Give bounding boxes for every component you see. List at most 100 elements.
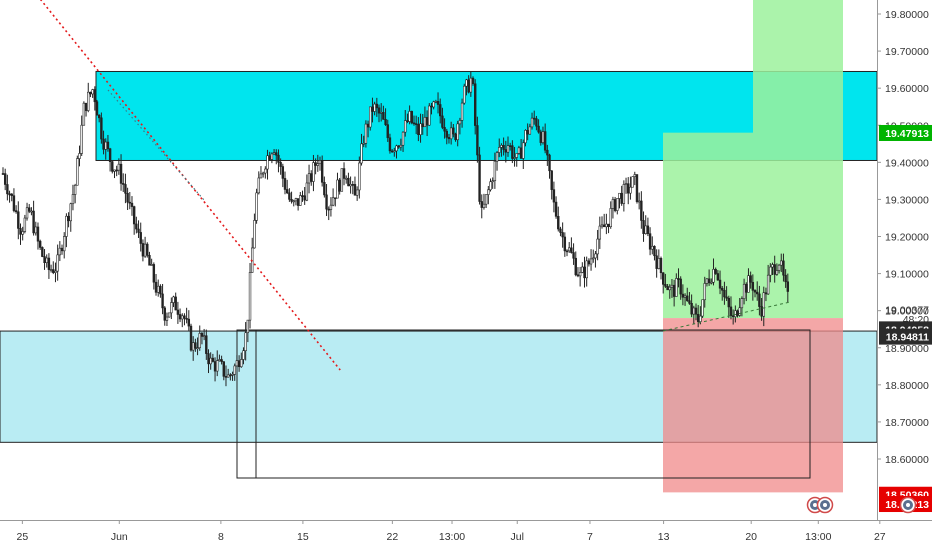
candle-body: [6, 184, 9, 195]
candle-body: [226, 374, 230, 378]
candle-body: [45, 257, 48, 264]
candle-body: [399, 144, 403, 148]
candle-body: [246, 319, 250, 334]
candle-body: [345, 177, 348, 180]
candle-body: [753, 290, 757, 293]
candle-body: [502, 145, 505, 150]
candle-body: [292, 200, 295, 203]
candle-body: [740, 298, 744, 309]
candle-body: [425, 117, 429, 126]
candle-body: [386, 124, 389, 139]
candle-body: [148, 255, 151, 266]
candle-body: [644, 225, 647, 234]
candle-body: [738, 307, 741, 316]
candle-body: [334, 197, 337, 200]
candle-body: [613, 199, 617, 211]
candle-body: [443, 127, 446, 132]
candle-body: [530, 117, 534, 128]
candle-body: [358, 162, 361, 191]
candle-body: [95, 101, 99, 116]
candle-body: [87, 91, 90, 111]
candle-body: [668, 286, 671, 291]
candle-body: [122, 183, 125, 185]
candle-body: [784, 274, 787, 283]
candle-body: [576, 274, 580, 277]
candle-body: [662, 272, 665, 285]
candle-body: [769, 266, 772, 276]
candle-body: [194, 342, 197, 349]
candle-body: [130, 202, 134, 207]
economic-event-icon[interactable]: [899, 496, 917, 514]
candle-body: [167, 312, 171, 318]
candle-body: [729, 306, 733, 316]
candle-body: [3, 173, 7, 185]
candle-body: [19, 228, 22, 235]
candle-body: [600, 224, 604, 227]
candle-body: [705, 278, 709, 284]
candle-body: [519, 147, 523, 159]
candle-body: [659, 258, 663, 274]
y-tick-label: 18.60000: [885, 454, 929, 466]
candle-body: [1, 173, 5, 175]
candle-body: [714, 268, 717, 274]
time-axis[interactable]: 25 Jun 8 15 22 13:00 Jul 7 13 20 13:00 27: [17, 520, 886, 543]
candle-body: [264, 168, 267, 174]
candle-body: [60, 247, 64, 252]
candle-body: [170, 302, 173, 314]
candle-body: [58, 247, 62, 256]
candle-body: [165, 316, 169, 321]
candle-body: [366, 123, 370, 128]
candle-body: [14, 210, 18, 213]
candle-body: [701, 299, 704, 317]
candle-body: [21, 231, 24, 235]
candle-body: [766, 274, 770, 295]
candle-body: [388, 137, 392, 152]
candle-body: [202, 335, 206, 338]
candle-body: [71, 194, 75, 205]
candle-body: [157, 285, 160, 293]
candle-body: [782, 260, 785, 276]
x-tick-label: Jun: [111, 531, 128, 543]
candle-body: [100, 117, 103, 140]
candle-body: [655, 255, 658, 269]
candle-body: [316, 163, 319, 166]
candle-body: [384, 119, 387, 125]
candle-body: [596, 238, 599, 255]
candle-body: [174, 296, 177, 311]
candle-body: [268, 155, 271, 160]
candle-body: [627, 183, 630, 194]
candle-body: [458, 120, 462, 125]
economic-event-icon[interactable]: [816, 496, 834, 514]
candle-body: [301, 195, 304, 197]
candle-body: [637, 200, 641, 203]
candle-body: [710, 281, 713, 284]
candle-body: [548, 154, 551, 172]
candle-body: [563, 236, 567, 252]
y-tick-label: 19.80000: [885, 9, 929, 21]
candle-body: [248, 272, 252, 321]
candle-body: [393, 150, 396, 153]
candle-body: [546, 149, 549, 156]
candle-body: [421, 123, 424, 128]
candle-body: [325, 194, 328, 210]
candle-body: [73, 184, 77, 195]
candle-body: [329, 204, 333, 210]
candle-body: [172, 296, 175, 303]
candle-body: [12, 195, 16, 211]
candle-body: [41, 247, 44, 257]
candle-body: [150, 264, 153, 266]
candle-body: [47, 257, 51, 270]
candle-body: [412, 122, 416, 125]
price-axis[interactable]: 19.8000019.7000019.6000019.5000019.40000…: [877, 9, 929, 466]
candle-body: [80, 124, 83, 154]
candle-body: [504, 149, 508, 153]
candle-body: [404, 120, 407, 133]
candle-body: [303, 195, 306, 201]
zones-layer: [0, 0, 878, 493]
candle-body: [447, 137, 451, 140]
candle-body: [550, 170, 553, 190]
candle-body: [561, 232, 564, 238]
candle-body: [104, 141, 107, 150]
candle-body: [635, 174, 639, 202]
